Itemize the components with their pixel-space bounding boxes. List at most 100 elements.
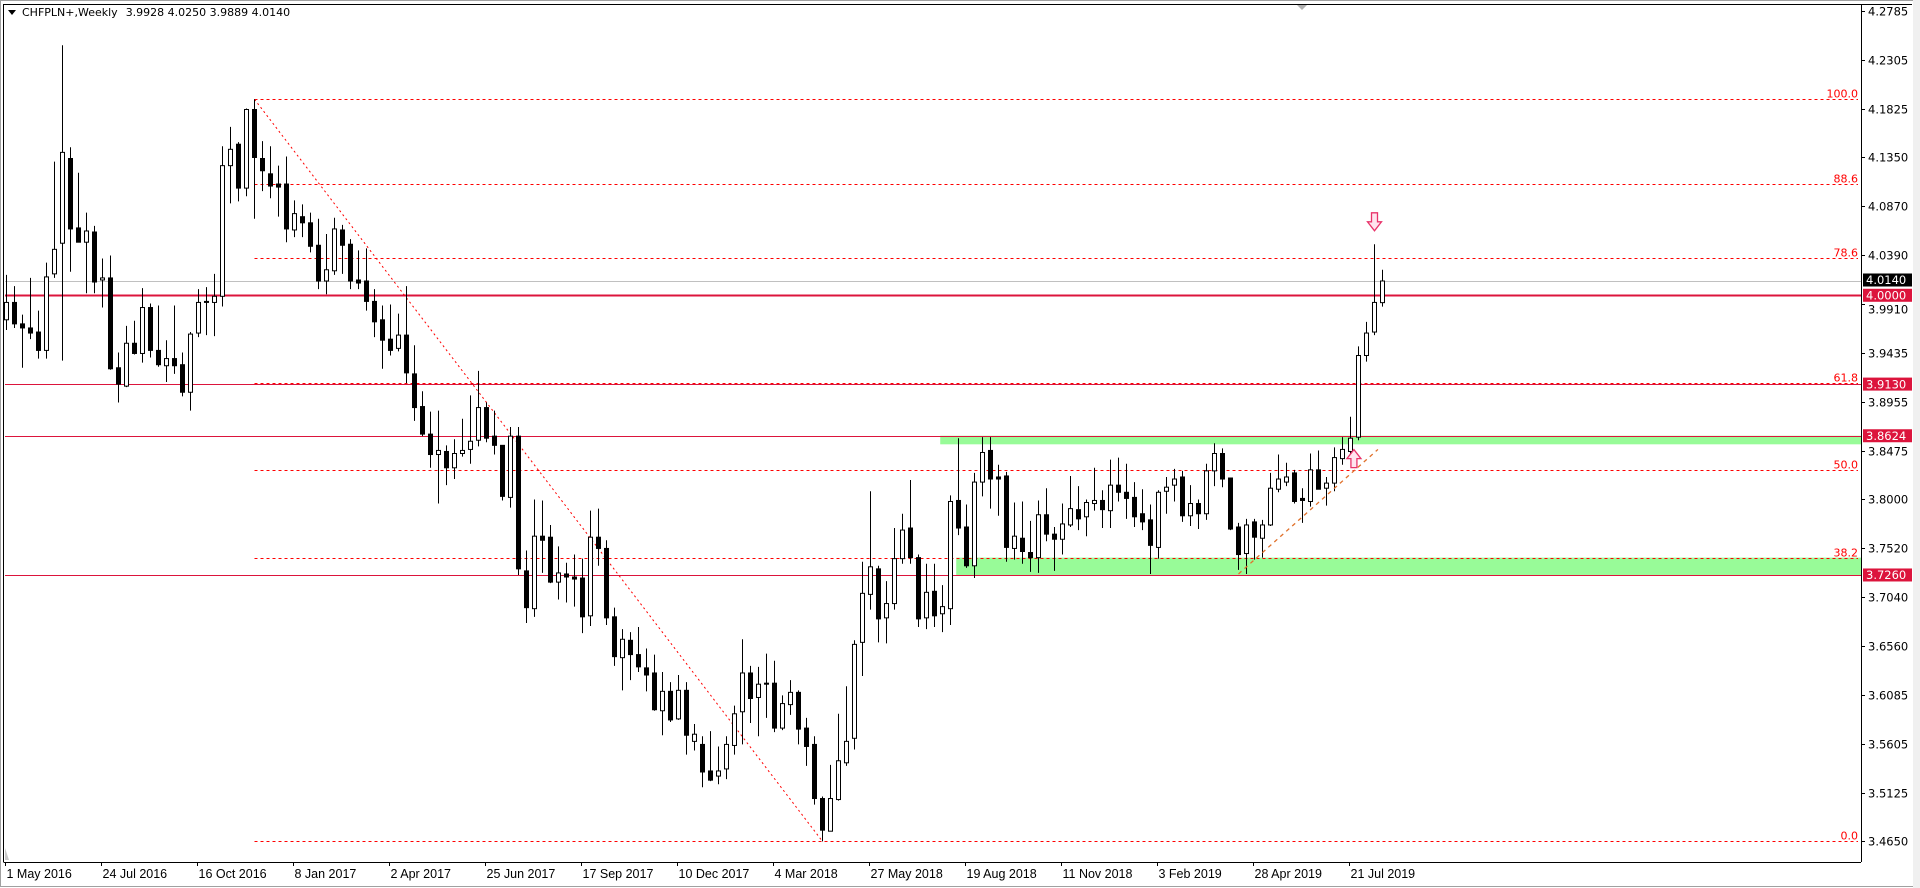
candle-bullish [140,307,145,354]
candle-bullish [164,358,169,367]
current-price-label-bg [1863,273,1912,287]
down-arrow-icon[interactable] [1366,212,1383,232]
candle-bearish [748,672,753,699]
candle-bullish [228,148,233,167]
time-axis-label: 8 Jan 2017 [295,867,357,881]
time-axis-label: 10 Dec 2017 [679,867,750,881]
candle-bullish [1036,514,1041,559]
candle-bullish [860,592,865,643]
candle-bearish [404,334,409,374]
candle-bearish [284,183,289,230]
fibonacci-level-label: 50.0 [1834,459,1859,472]
candle-bearish [916,557,921,620]
candle-bullish [1260,524,1265,539]
candle-bearish [1044,514,1049,535]
candle-bearish [500,444,505,497]
trendline[interactable] [1238,448,1379,575]
level-price-label-bg [1863,288,1912,302]
price-axis-label: 3.4650 [1868,835,1908,849]
level-price-label: 3.8624 [1866,429,1906,443]
dropdown-triangle-icon[interactable] [8,10,16,15]
candle-bearish [1292,472,1297,502]
candle-bullish [1340,448,1345,460]
candle-bullish [892,558,897,605]
candle-bullish [84,230,89,243]
price-axis-label: 3.7520 [1868,542,1908,556]
candle-bullish [1324,482,1329,489]
price-axis-label: 3.5605 [1868,738,1908,752]
chart-shift-marker-icon[interactable] [1297,5,1307,10]
time-axis-label: 28 Apr 2019 [1255,867,1322,881]
support-resistance-zone [940,435,1861,445]
candle-bullish [332,228,337,272]
time-axis-label: 2 Apr 2017 [391,867,452,881]
time-axis-label: 3 Feb 2019 [1159,867,1222,881]
price-axis-label: 4.0390 [1868,249,1908,263]
candle-bullish [1212,453,1217,472]
candle-bearish [1316,469,1321,490]
candle-bearish [156,349,161,366]
candle-bearish [340,229,345,246]
candle-bearish [1148,519,1153,546]
candle-bearish [180,364,185,393]
candle-bearish [148,307,153,351]
level-price-label-bg [1863,568,1912,582]
candle-bearish [524,570,529,609]
candle-bullish [924,591,929,619]
candle-bullish [1348,437,1353,452]
level-price-label: 3.9130 [1866,377,1906,391]
candle-bearish [764,682,769,685]
candle-bearish [1180,476,1185,517]
candle-bullish [852,643,857,739]
price-axis-label: 3.8000 [1868,493,1908,507]
fibonacci-level-label: 78.6 [1834,247,1859,260]
candle-bullish [324,269,329,282]
candle-bearish [652,672,657,711]
candle-bullish [196,301,201,334]
candle-bearish [1196,503,1201,515]
candle-bearish [1132,496,1137,518]
fibonacci-trend-line[interactable] [254,98,823,842]
price-axis-label: 3.6560 [1868,640,1908,654]
candle-bearish [516,435,521,570]
candle-bearish [316,244,321,282]
candle-bearish [36,331,41,351]
candle-bearish [108,277,113,370]
candle-bearish [92,231,97,283]
candle-bearish [1116,484,1121,493]
candle-bullish [724,743,729,770]
fibonacci-level-label: 0.0 [1841,830,1859,843]
candle-bullish [780,703,785,729]
candle-bearish [484,407,489,439]
candle-bearish [1228,477,1233,530]
candle-bearish [820,798,825,831]
candle-bullish [220,165,225,297]
candle-bearish [1028,552,1033,559]
up-arrow-icon[interactable] [1345,448,1363,469]
candle-bearish [596,536,601,549]
candle-bullish [1372,301,1377,333]
candle-bearish [444,450,449,469]
candle-bullish [1268,487,1273,526]
candle-bearish [132,342,137,354]
candle-bearish [116,367,121,385]
candle-bearish [628,639,633,656]
candle-bearish [492,435,497,446]
candle-bearish [996,476,1001,480]
candle-bullish [660,690,665,712]
candle-bearish [668,690,673,721]
candle-bearish [1004,475,1009,548]
candle-bullish [60,151,65,244]
candle-bullish [1092,499,1097,505]
candle-bullish [1156,491,1161,548]
candle-bullish [1060,523,1065,540]
time-axis-label: 16 Oct 2016 [199,867,267,881]
candle-bearish [876,568,881,620]
candle-bearish [772,682,777,729]
ohlc-readout: 3.9928 4.0250 3.9889 4.0140 [125,6,291,19]
candle-bullish [100,277,105,281]
candle-bullish [452,453,457,469]
time-axis-label: 19 Aug 2018 [967,867,1037,881]
